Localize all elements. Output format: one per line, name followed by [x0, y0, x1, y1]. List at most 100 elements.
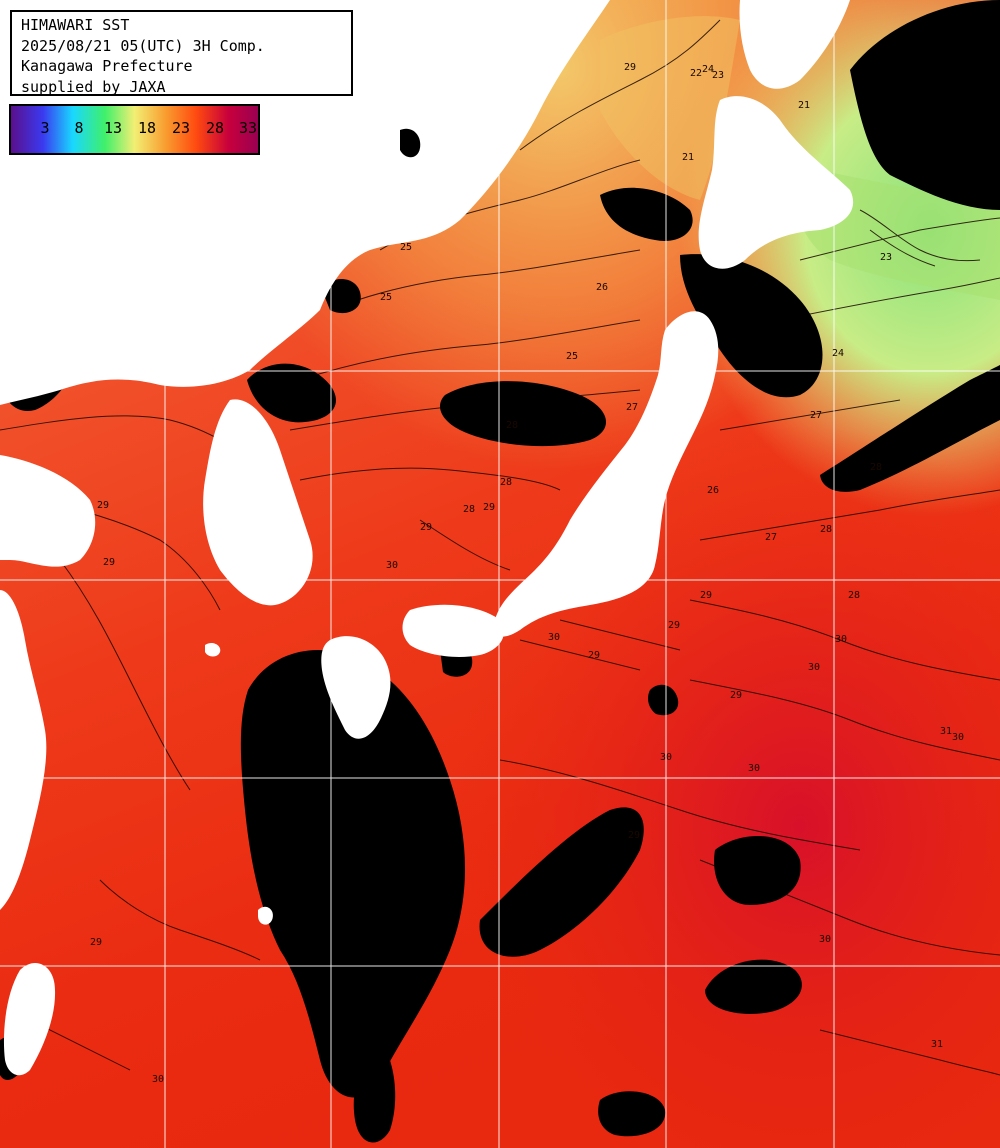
- sst-contour: [99, 879, 261, 961]
- cloud-area: [680, 254, 823, 398]
- land-taiwan: [3, 962, 56, 1076]
- contour-value-label: 29: [103, 557, 115, 568]
- legend-tick-label: 28: [205, 119, 225, 137]
- contour-value-label: 28: [506, 420, 518, 431]
- sst-contour: [519, 639, 641, 671]
- contour-value-label: 29: [628, 830, 640, 841]
- contour-value-label: 28: [848, 590, 860, 601]
- lat-label-30n: 30N: [2, 760, 26, 775]
- cloud-area: [850, 0, 1000, 210]
- sst-contour: [689, 679, 1000, 761]
- cloud-area: [247, 363, 336, 423]
- sst-contour: [699, 489, 1000, 541]
- sst-contour: [869, 229, 936, 267]
- sst-contour: [299, 319, 641, 381]
- sst-contour: [59, 559, 191, 791]
- legend-tick-label: 13: [103, 119, 123, 137]
- cloud-area: [479, 807, 644, 957]
- contour-value-label: 27: [626, 402, 638, 413]
- cloud-area: [598, 1091, 666, 1137]
- contour-value-label: 24: [832, 348, 844, 359]
- contour-value-label: 29: [730, 690, 742, 701]
- legend-tick-label: 3: [40, 119, 50, 137]
- sst-contour: [859, 209, 981, 262]
- contour-value-label: 30: [548, 632, 560, 643]
- cloud-area: [353, 1040, 396, 1143]
- contour-value-label: 30: [660, 752, 672, 763]
- legend-tick-label: 8: [74, 119, 84, 137]
- contour-value-label: 28: [463, 504, 475, 515]
- contour-value-label: 22: [690, 68, 702, 79]
- contour-value-label: 30: [152, 1074, 164, 1085]
- sst-contour: [819, 1029, 1000, 1076]
- contour-value-label: 30: [748, 763, 760, 774]
- sea-yellow-patch: [600, 16, 740, 201]
- sst-contour: [519, 19, 721, 151]
- sst-contour: [559, 619, 681, 651]
- cloud-area: [714, 836, 801, 905]
- contour-value-label: 25: [400, 242, 412, 253]
- sst-contour: [299, 467, 561, 491]
- land-sakhalin: [739, 0, 850, 89]
- contour-value-label: 23: [880, 252, 892, 263]
- cloud-area: [600, 187, 693, 241]
- contour-value-label: 31: [940, 726, 952, 737]
- contour-value-label: 24: [702, 64, 714, 75]
- land-korea: [203, 399, 313, 606]
- land-dot: [400, 128, 421, 158]
- contour-value-label: 30: [952, 732, 964, 743]
- sst-contour: [719, 399, 901, 431]
- land-china-coast: [0, 590, 47, 910]
- land-island: [258, 906, 273, 925]
- contour-value-label: 29: [700, 590, 712, 601]
- contour-value-label: 28: [500, 477, 512, 488]
- temperature-legend: 3 8 13 18 23 28 33: [9, 104, 260, 155]
- land-kyushu: [321, 636, 391, 739]
- contour-value-label: 26: [596, 282, 608, 293]
- sst-contour: [689, 599, 1000, 681]
- sst-contour: [499, 759, 861, 851]
- legend-tick-label: 18: [137, 119, 157, 137]
- map-title-box: HIMAWARI SST 2025/08/21 05(UTC) 3H Comp.…: [10, 10, 353, 96]
- contour-value-label: 27: [810, 410, 822, 421]
- land-hokkaido: [698, 96, 854, 269]
- contour-labels: 29 24232125252625272828292829302926272728…: [90, 62, 964, 1085]
- contour-value-label: 30: [386, 560, 398, 571]
- land-shikoku: [402, 604, 504, 657]
- cloud-area: [240, 650, 465, 1098]
- cloud-area: [322, 278, 361, 314]
- cloud-area: [440, 381, 607, 447]
- contour-value-label: 29: [420, 522, 432, 533]
- contour-value-label: 26: [707, 485, 719, 496]
- contour-value-label: 29: [624, 62, 636, 73]
- cloud-area: [820, 365, 1000, 492]
- legend-color-scale: [11, 106, 258, 153]
- contour-value-label: 29: [483, 502, 495, 513]
- contour-value-label: 29: [90, 937, 102, 948]
- contour-value-label: 28: [870, 462, 882, 473]
- sst-contour: [799, 217, 1000, 261]
- sst-contour: [419, 519, 511, 571]
- contour-value-label: 21: [798, 100, 810, 111]
- sst-contour: [779, 277, 1000, 321]
- land-masses: [0, 0, 854, 1076]
- map-timestamp: 2025/08/21 05(UTC) 3H Comp.: [21, 36, 265, 55]
- contour-value-label: 30: [835, 634, 847, 645]
- contour-value-label: 30: [819, 934, 831, 945]
- contour-value-label: 23: [712, 70, 724, 81]
- land-honshu: [494, 311, 719, 637]
- land-shandong: [0, 455, 96, 567]
- contour-value-label: 25: [566, 351, 578, 362]
- contour-value-label: 25: [380, 292, 392, 303]
- legend-tick-label: 33: [238, 119, 258, 137]
- contour-value-label: 28: [820, 524, 832, 535]
- contour-value-label: 30: [808, 662, 820, 673]
- contour-value-label: 29: [588, 650, 600, 661]
- land-mainland-asia: [0, 0, 610, 405]
- contour-value-label: 29: [668, 620, 680, 631]
- lat-label-40n: 40N: [2, 352, 26, 367]
- cloud-area: [648, 684, 679, 716]
